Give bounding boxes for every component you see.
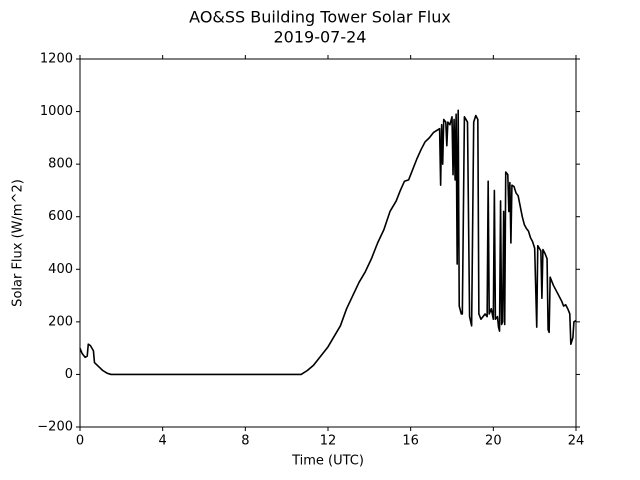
y-axis-label: Solar Flux (W/m^2): [11, 179, 26, 307]
y-tick-label: 1200: [40, 52, 73, 67]
chart-title: AO&SS Building Tower Solar Flux: [189, 8, 451, 27]
x-tick-label: 24: [568, 434, 585, 449]
y-tick-label: 800: [48, 157, 73, 172]
x-tick-label: 4: [159, 434, 167, 449]
y-tick-label: 1000: [40, 104, 73, 119]
x-tick-label: 20: [485, 434, 502, 449]
x-tick-label: 16: [402, 434, 419, 449]
y-tick-label: 200: [48, 314, 73, 329]
y-tick-label: −200: [37, 420, 73, 435]
x-axis-label: Time (UTC): [291, 454, 364, 469]
y-tick-label: 400: [48, 262, 73, 277]
y-tick-label: 600: [48, 209, 73, 224]
data-line: [79, 109, 577, 376]
x-tick-label: 0: [76, 434, 84, 449]
chart-subtitle: 2019-07-24: [274, 28, 367, 47]
y-tick-label: 0: [65, 367, 73, 382]
x-tick-label: 8: [241, 434, 249, 449]
x-tick-label: 12: [320, 434, 337, 449]
